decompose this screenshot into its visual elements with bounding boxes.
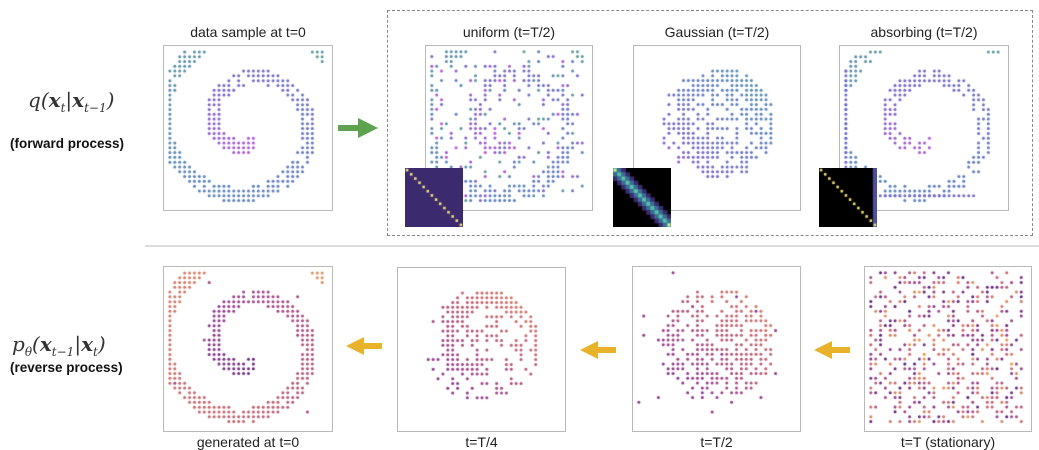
panel-title-gaussian: Gaussian (t=T/2) bbox=[664, 24, 770, 40]
forward-arrow-icon bbox=[338, 118, 378, 138]
scatter-canvas bbox=[164, 267, 331, 430]
forward-process-formula: q(xt|xt−1) bbox=[28, 88, 115, 115]
matrix-canvas bbox=[819, 168, 877, 227]
panel-title-uniform: uniform (t=T/2) bbox=[462, 24, 556, 40]
t-quarter-plot bbox=[397, 267, 566, 432]
data-sample-plot bbox=[163, 45, 333, 211]
absorbing-transition-matrix bbox=[819, 168, 877, 227]
noise-types-group bbox=[387, 10, 1033, 236]
t-half-plot bbox=[632, 266, 801, 432]
panel-title-stationary: t=T (stationary) bbox=[900, 434, 996, 450]
matrix-canvas bbox=[405, 168, 463, 227]
reverse-arrow-icon bbox=[814, 341, 850, 359]
reverse-process-formula: pθ(xt−1|xt) bbox=[12, 332, 106, 359]
reverse-process-label: (reverse process) bbox=[10, 360, 123, 375]
forward-process-label: (forward process) bbox=[10, 136, 125, 151]
panel-title-absorbing: absorbing (t=T/2) bbox=[870, 24, 978, 40]
matrix-canvas bbox=[613, 168, 671, 227]
scatter-canvas bbox=[164, 46, 331, 209]
reverse-arrow-icon bbox=[580, 341, 616, 359]
generated-plot bbox=[163, 266, 333, 432]
panel-title-t-quarter: t=T/4 bbox=[465, 434, 498, 450]
stationary-plot bbox=[864, 266, 1032, 432]
scatter-canvas bbox=[633, 267, 799, 430]
panel-title-generated: generated at t=0 bbox=[196, 434, 300, 450]
panel-title-t-half: t=T/2 bbox=[700, 434, 733, 450]
reverse-arrow-icon bbox=[346, 337, 382, 355]
gaussian-transition-matrix bbox=[613, 168, 671, 227]
scatter-canvas bbox=[865, 267, 1030, 430]
panel-title-data-sample: data sample at t=0 bbox=[190, 24, 306, 40]
scatter-canvas bbox=[398, 268, 564, 430]
row-separator bbox=[145, 245, 1039, 247]
uniform-transition-matrix bbox=[405, 168, 463, 227]
